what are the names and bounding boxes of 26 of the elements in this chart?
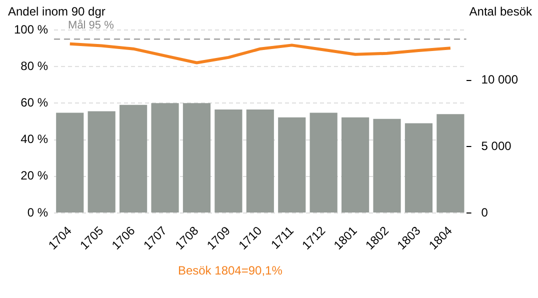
y2-tick-label: 5 000 [481,138,512,153]
y-tick-label: 0 % [27,205,48,220]
bar [88,111,116,212]
bar [56,112,84,212]
bar [182,103,211,212]
bar [404,123,433,212]
bar [342,117,370,212]
bar [436,114,464,212]
bar [373,118,401,212]
y2-tick-label: 0 [481,205,488,220]
bar [278,117,306,212]
text: Besök 1804=90,1% [178,263,283,278]
bar [310,112,338,212]
y-tick-label: 20 % [20,168,48,183]
y2-axis-title: Antal besök [469,4,533,18]
y-axis-title: Andel inom 90 dgr [8,4,106,18]
bar [120,104,148,212]
bar [246,110,274,212]
bar [151,103,179,212]
bar [214,110,242,212]
y-tick-label: 40 % [20,132,48,146]
ref-line-label: Mål 95 % [68,20,114,32]
y2-tick-label: 10 000 [481,72,518,87]
y-tick-label: 80 % [20,58,48,73]
y-tick-label: 100 % [14,22,48,36]
y-tick-label: 60 % [20,95,48,110]
